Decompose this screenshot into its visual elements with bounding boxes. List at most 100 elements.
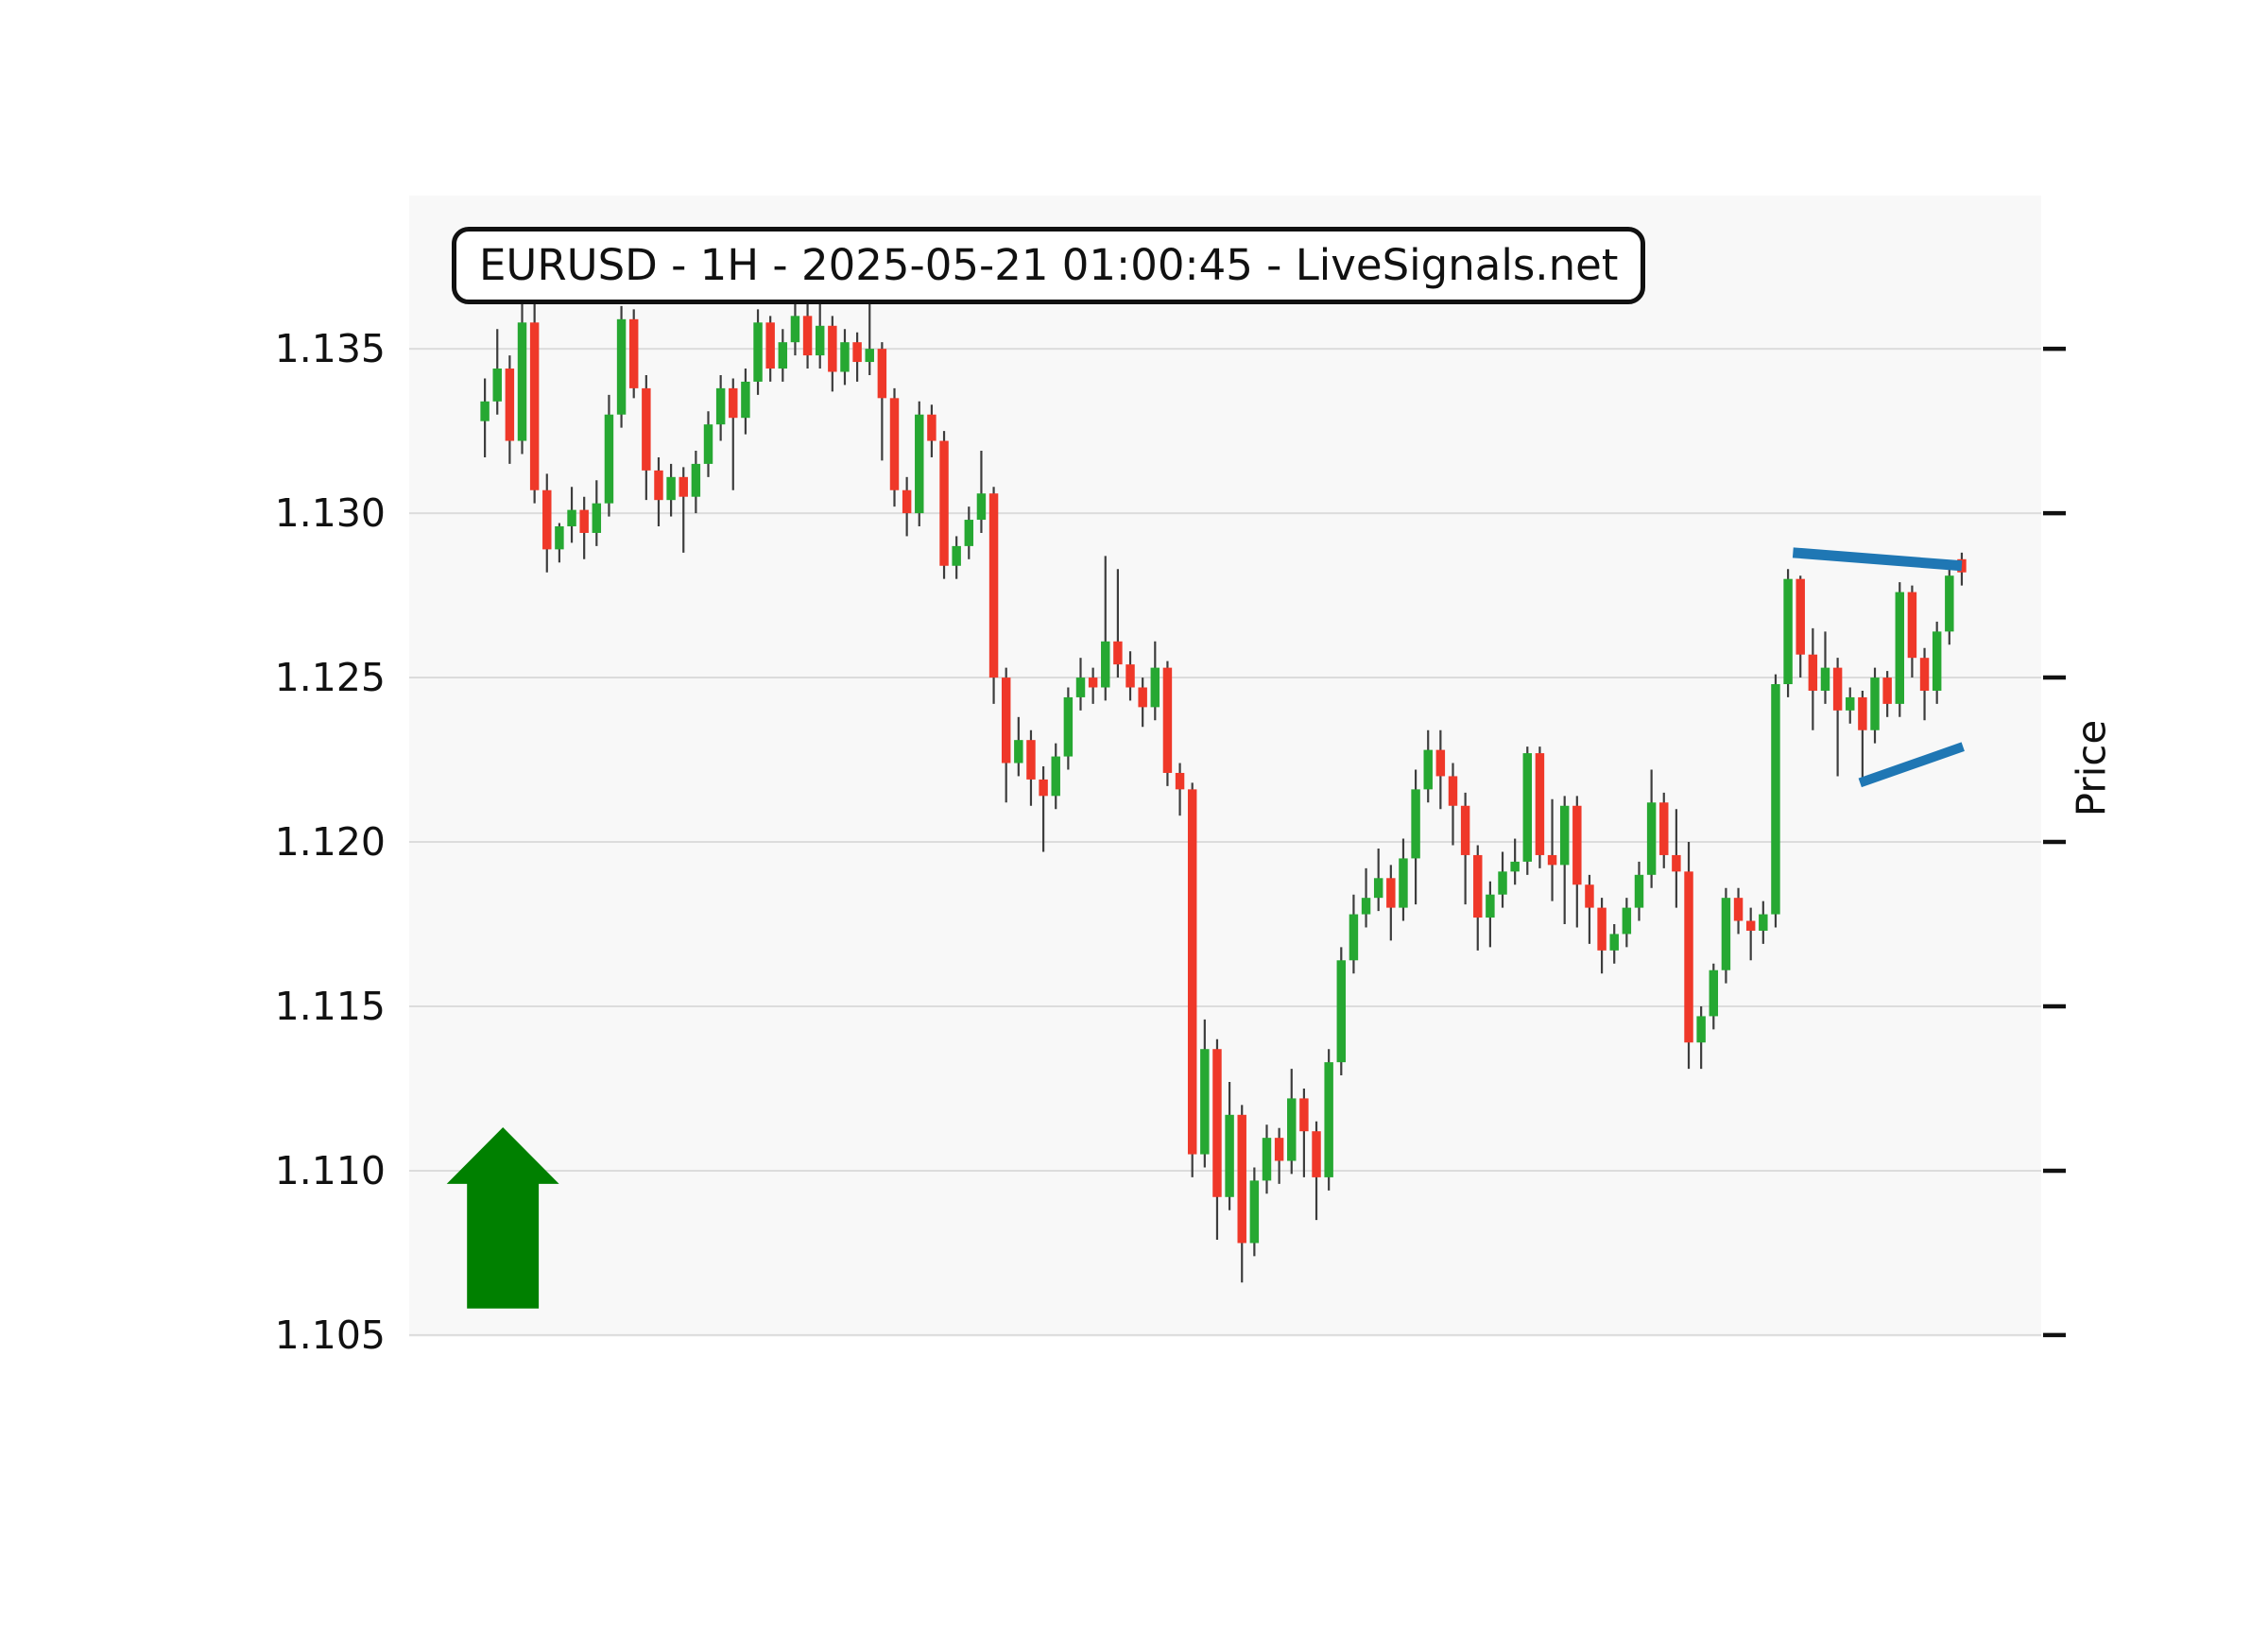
candle-down	[654, 470, 663, 501]
candle-up	[1870, 678, 1880, 730]
candle-down	[889, 398, 900, 490]
candle-up	[1262, 1138, 1272, 1181]
candle-up	[1150, 667, 1160, 708]
candle-up	[1783, 578, 1793, 685]
candle-down	[852, 342, 862, 363]
candle-down	[828, 325, 837, 372]
candle-down	[1039, 779, 1048, 797]
candle-down	[1733, 898, 1744, 921]
candle-down	[1796, 578, 1805, 655]
candle-down	[1026, 740, 1036, 780]
candle-down	[1919, 658, 1930, 691]
candle-down	[1448, 776, 1458, 806]
candle-down	[1237, 1114, 1246, 1244]
candle-up	[1609, 934, 1619, 951]
candle-down	[1113, 641, 1123, 665]
candle-down	[988, 493, 999, 678]
candle-up	[1411, 789, 1420, 859]
y-axis-tick-label: 1.115	[274, 983, 386, 1029]
candle-down	[1585, 884, 1594, 908]
candle-down	[1435, 749, 1446, 777]
candle-up	[1498, 871, 1507, 895]
candle-down	[642, 387, 651, 471]
candle-down	[542, 489, 552, 550]
candle-down	[1535, 753, 1545, 855]
candle-down	[729, 387, 738, 419]
candle-up	[567, 509, 576, 527]
candle-down	[1745, 920, 1756, 931]
y-axis-label: Price	[2068, 719, 2115, 817]
candle-up	[604, 414, 614, 504]
candle-up	[976, 493, 987, 521]
candle-up	[1622, 907, 1632, 935]
candle-down	[1547, 854, 1557, 866]
y-axis-tick-label: 1.120	[274, 819, 386, 866]
candle-down	[1597, 907, 1606, 951]
candle-up	[815, 325, 825, 356]
candle-up	[1249, 1180, 1260, 1244]
candle-up	[1349, 914, 1359, 961]
candle-up	[753, 322, 763, 382]
candle-up	[715, 387, 726, 425]
candle-up	[1486, 894, 1495, 918]
candle-down	[1001, 678, 1011, 764]
candle-down	[1907, 592, 1917, 659]
y-axis-tick-label: 1.105	[274, 1312, 386, 1358]
candle-up	[1014, 740, 1023, 764]
candle-down	[529, 322, 540, 490]
candle-down	[1957, 558, 1967, 573]
candle-up	[964, 520, 974, 546]
candle-down	[679, 476, 688, 497]
candle-up	[1846, 696, 1855, 711]
candle-down	[802, 316, 813, 356]
candle-up	[555, 526, 564, 550]
candle-down	[1125, 664, 1135, 688]
candle-up	[1932, 631, 1942, 691]
candle-up	[1634, 874, 1644, 908]
candle-down	[1138, 687, 1147, 708]
candle-up	[1721, 898, 1731, 970]
candle-down	[1659, 802, 1669, 855]
y-axis-tick-label: 1.130	[274, 490, 386, 537]
candle-down	[1312, 1131, 1321, 1177]
y-axis-tick-label: 1.135	[274, 326, 386, 372]
candle-up	[1063, 696, 1074, 757]
candle-down	[1162, 667, 1173, 773]
candle-down	[1175, 772, 1185, 790]
candle-up	[1559, 805, 1570, 866]
candle-up	[703, 424, 713, 464]
candle-up	[741, 381, 750, 419]
candle-up	[952, 545, 961, 566]
candle-up	[517, 322, 527, 441]
candle-down	[1832, 667, 1843, 711]
candle-up	[480, 401, 490, 421]
candle-up	[1051, 756, 1060, 797]
candle-down	[579, 509, 589, 533]
candle-down	[927, 414, 936, 441]
candle-up	[915, 414, 924, 514]
candle-down	[1386, 878, 1396, 908]
candle-down	[1274, 1138, 1284, 1161]
candle-up	[592, 503, 602, 533]
candle-up	[1423, 749, 1433, 790]
candle-down	[1572, 805, 1582, 885]
candle-up	[1225, 1114, 1234, 1197]
candle-down	[1212, 1049, 1222, 1197]
candle-down	[628, 318, 639, 388]
candle-down	[1882, 678, 1892, 704]
candle-down	[1088, 678, 1098, 688]
candle-up	[1399, 858, 1408, 908]
candle-up	[1771, 684, 1780, 915]
candle-down	[505, 369, 515, 441]
candle-up	[1522, 753, 1533, 862]
candle-down	[1672, 854, 1681, 872]
candle-up	[840, 342, 850, 372]
wedge-lower-trendline	[1858, 742, 1965, 788]
chart-title: EURUSD - 1H - 2025-05-21 01:00:45 - Live…	[479, 240, 1619, 290]
candle-up	[1945, 575, 1954, 632]
candle-up	[1820, 667, 1830, 691]
candle-down	[902, 489, 912, 514]
candle-up	[1759, 914, 1768, 931]
candle-down	[877, 349, 887, 399]
